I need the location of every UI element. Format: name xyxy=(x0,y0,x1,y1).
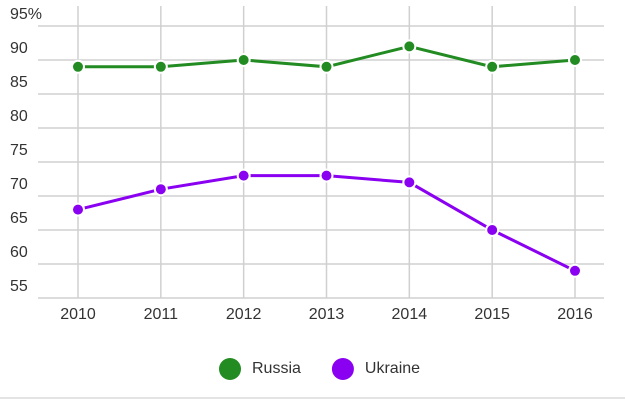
data-point xyxy=(236,168,251,183)
x-tick-label: 2014 xyxy=(392,306,428,323)
legend-label: Ukraine xyxy=(365,360,420,377)
y-tick-label: 55 xyxy=(10,278,28,295)
legend-label: Russia xyxy=(252,360,301,377)
legend-marker xyxy=(331,358,354,380)
data-point xyxy=(319,168,334,183)
x-tick-label: 2012 xyxy=(226,306,262,323)
data-point xyxy=(153,59,168,74)
y-tick-label: 80 xyxy=(10,108,28,125)
data-point xyxy=(153,182,168,197)
data-point xyxy=(568,53,582,67)
y-tick-label: 95% xyxy=(10,6,42,23)
y-tick-label: 90 xyxy=(10,40,28,57)
data-point xyxy=(568,263,582,278)
y-tick-label: 60 xyxy=(10,244,28,261)
legend-marker xyxy=(219,358,241,380)
y-tick-label: 75 xyxy=(10,142,28,159)
y-tick-label: 85 xyxy=(10,74,28,91)
data-point xyxy=(485,59,500,74)
data-point xyxy=(71,202,85,217)
x-tick-label: 2011 xyxy=(144,306,179,323)
data-point xyxy=(402,175,417,190)
y-tick-label: 70 xyxy=(10,176,28,193)
data-point xyxy=(319,59,334,74)
data-point xyxy=(402,39,417,54)
data-point xyxy=(71,59,85,74)
data-point xyxy=(236,53,251,67)
x-tick-label: 2013 xyxy=(309,306,345,323)
x-tick-label: 2016 xyxy=(557,306,593,323)
x-tick-label: 2010 xyxy=(60,306,96,323)
data-point xyxy=(485,223,500,237)
x-tick-label: 2015 xyxy=(474,306,510,323)
y-tick-label: 65 xyxy=(10,210,28,227)
